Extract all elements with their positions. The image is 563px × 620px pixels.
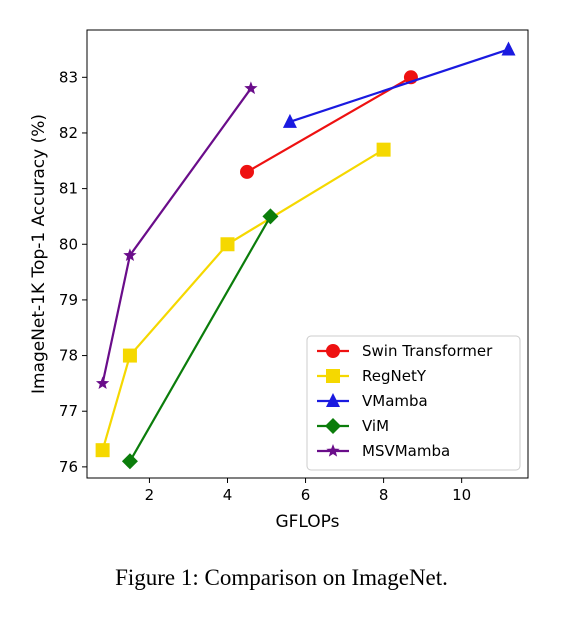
data-point-vmamba [501,41,516,56]
y-tick-label: 80 [59,235,78,253]
legend-box [306,335,521,471]
y-tick-label: 81 [59,180,78,198]
figure-caption: Figure 1: Comparison on ImageNet. [115,565,448,590]
legend-marker-vmamba [326,393,340,407]
series-line-swin-transformer [246,76,412,173]
x-tick-label: 2 [145,486,155,504]
data-point-msvmamba [244,81,258,95]
data-point-msvmamba [95,376,110,390]
data-point-regnety [220,237,235,252]
y-tick-label: 83 [59,68,78,86]
series-line-vmamba [289,48,509,123]
legend-label-swin-transformer: Swin Transformer [362,342,493,360]
y-tick-label: 82 [59,124,78,142]
legend-label-regnety: RegNetY [362,367,427,385]
chart: 2 4 6 8 10 76 77 78 79 80 81 82 83 GFLOPs ImageNet-1… [29,29,529,532]
axes-frame [86,29,529,479]
data-point-regnety [95,443,110,458]
legend-marker-regnety [326,369,340,383]
x-tick-label: 10 [452,486,471,504]
series-line-vim [128,215,272,462]
x-tick-label: 6 [301,486,311,504]
legend-label-vim: ViM [362,417,389,435]
x-tick-label: 8 [379,486,389,504]
y-tick-label: 77 [59,402,78,420]
legend-marker-swin-transformer [326,344,340,358]
x-tick-label: 4 [223,486,233,504]
data-point-regnety [376,142,391,157]
legend: Swin Transformer RegNetY VMamba ViM MSVMamba [306,335,521,471]
data-point-swin-transformer [240,164,255,179]
y-axis-label: ImageNet-1K Top-1 Accuracy (%) [29,114,49,394]
legend-label-vmamba: VMamba [362,392,428,410]
series-line-msvmamba [101,87,252,384]
legend-label-msvmamba: MSVMamba [362,442,450,460]
y-tick-label: 78 [59,347,78,365]
data-point-regnety [122,348,137,363]
plot-area: 2 4 6 8 10 76 77 78 79 80 81 82 83 [59,29,529,504]
data-point-msvmamba [123,248,137,262]
y-tick-label: 76 [59,458,78,476]
legend-marker-vim [325,418,341,434]
y-tick-label: 79 [59,291,78,309]
data-point-vmamba [282,113,297,128]
x-axis-label: GFLOPs [275,512,339,532]
series-line-regnety [101,148,385,451]
data-point-vim [262,208,279,225]
legend-marker-msvmamba [326,444,340,457]
data-point-vim [121,453,138,470]
